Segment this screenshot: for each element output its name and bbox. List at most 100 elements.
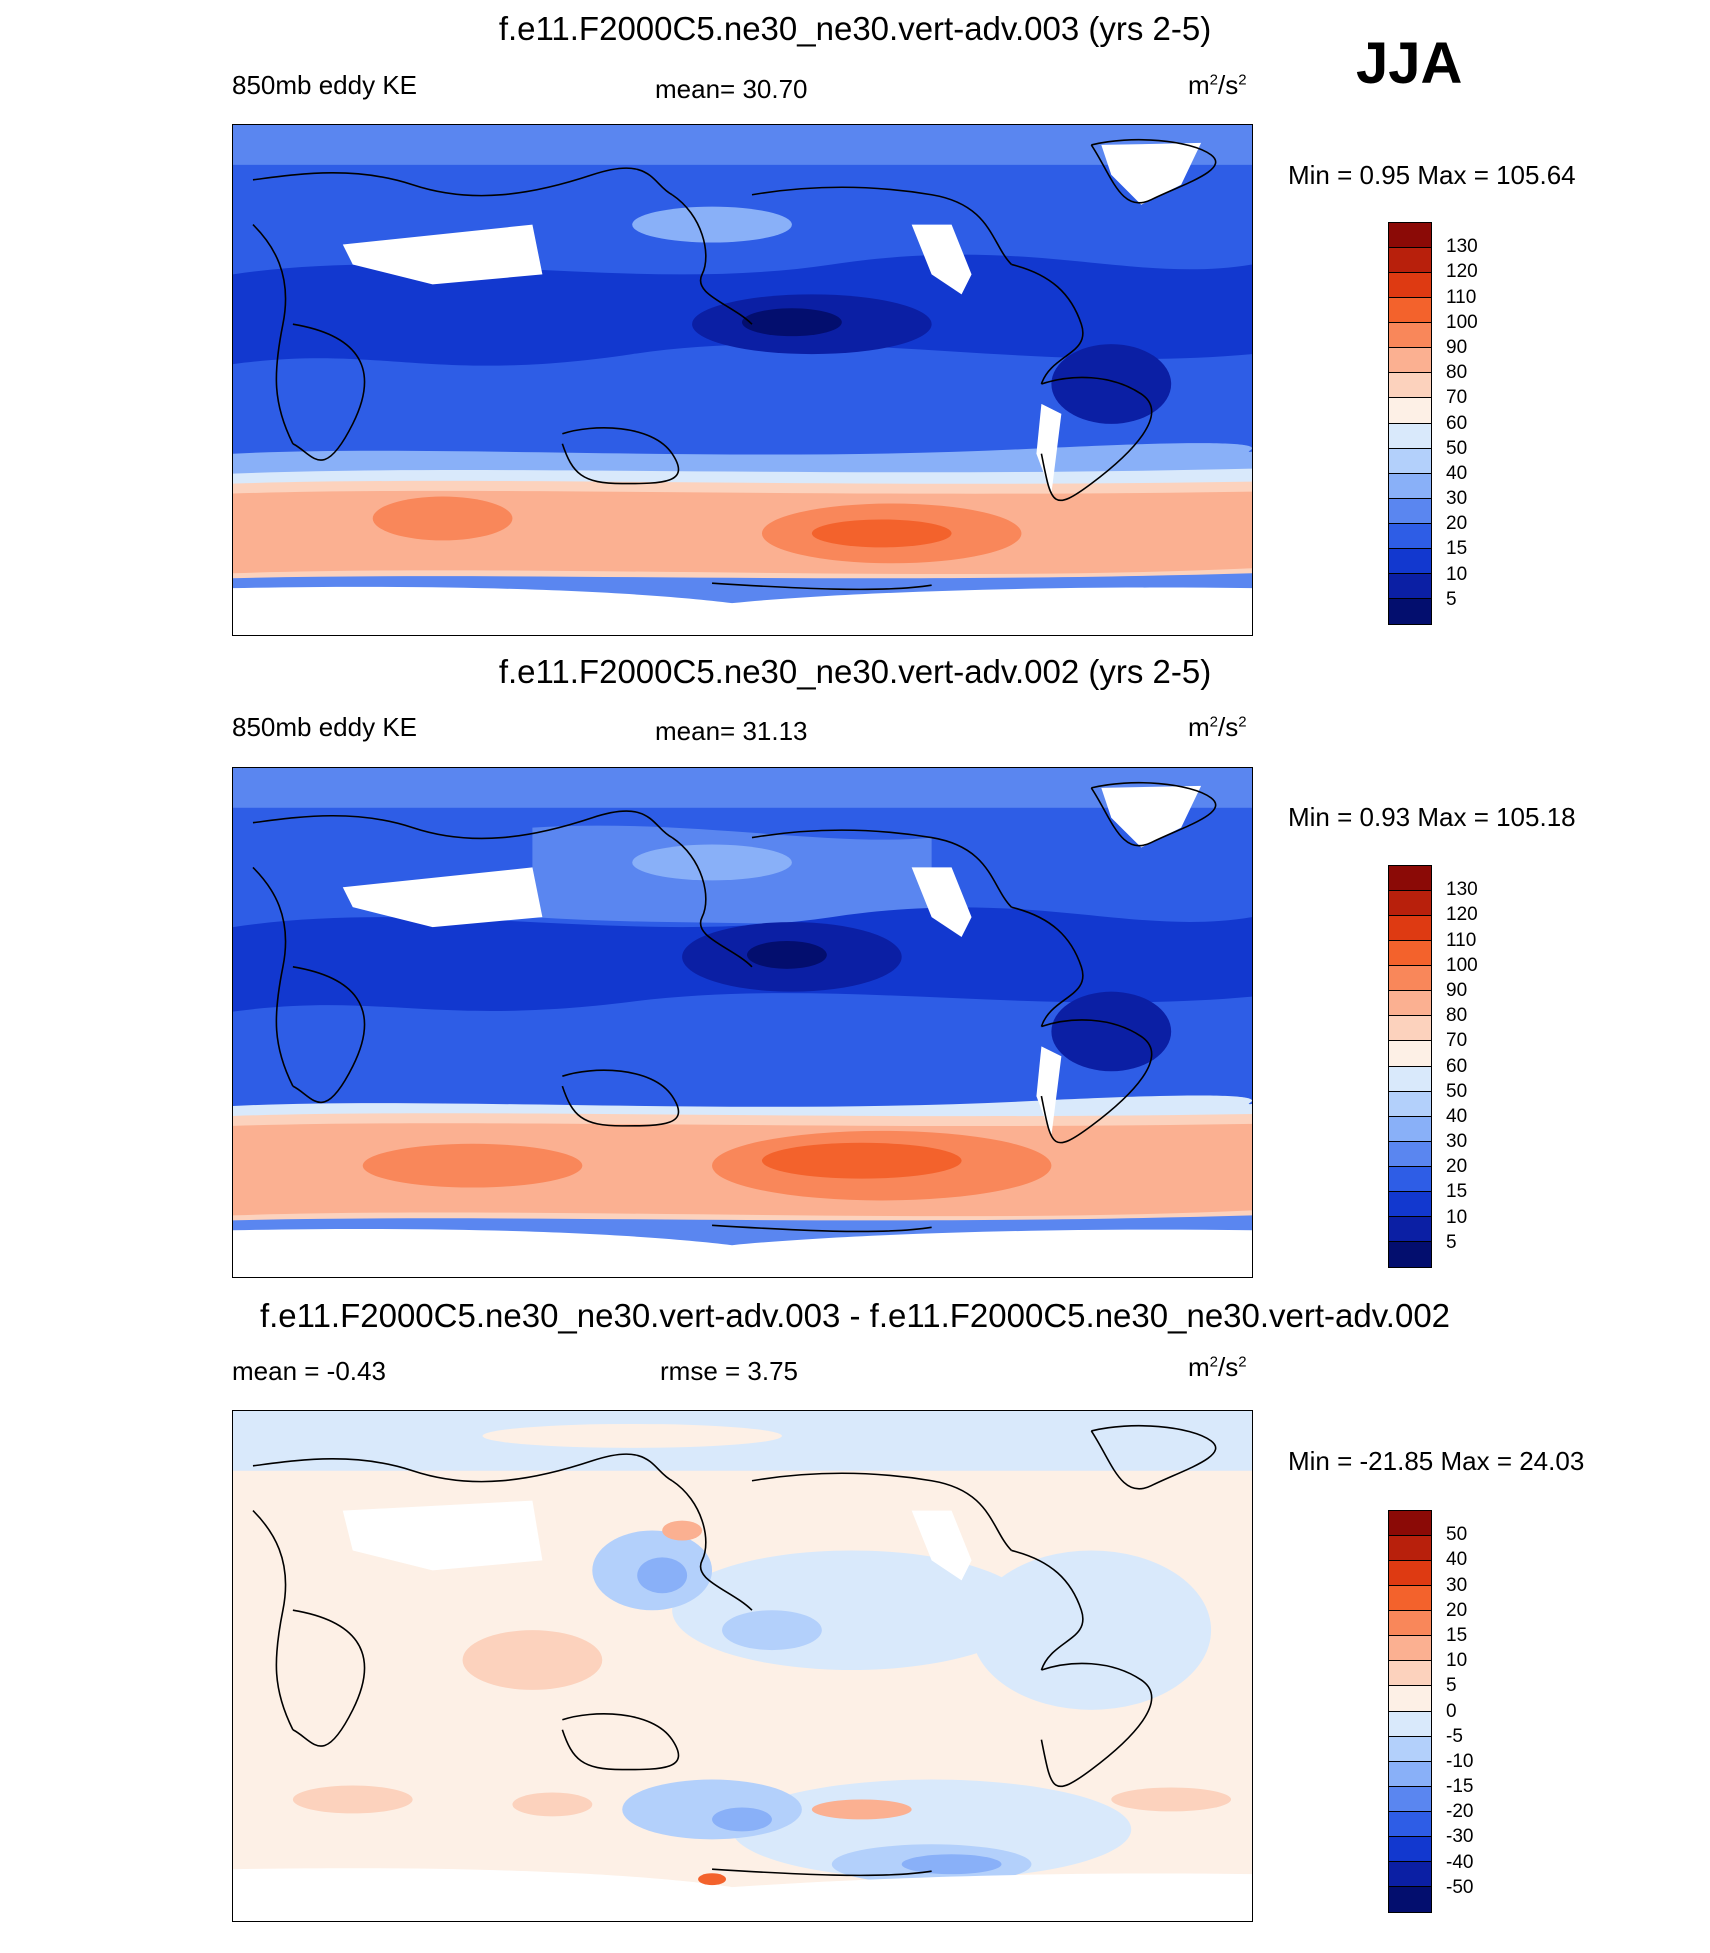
units-label: m2/s2 xyxy=(1188,1352,1247,1382)
colorbar-tick-label: -20 xyxy=(1446,1801,1474,1823)
colorbar-tick-label: 90 xyxy=(1446,336,1468,358)
colorbar-segment xyxy=(1389,1736,1431,1762)
colorbar-segment xyxy=(1389,941,1431,967)
colorbar-tick-label: 60 xyxy=(1446,412,1468,434)
left-label: 850mb eddy KE xyxy=(232,712,418,742)
colorbar-segment xyxy=(1389,1016,1431,1042)
colorbar-segment xyxy=(1389,1786,1431,1812)
colorbar-tick-label: 120 xyxy=(1446,261,1478,283)
ke-field-map xyxy=(233,768,1252,1277)
minmax-label: Min = 0.95 Max = 105.64 xyxy=(1288,160,1576,190)
colorbar-segment xyxy=(1389,398,1431,424)
colorbar-tick-label: 15 xyxy=(1446,538,1468,560)
minmax-label: Min = -21.85 Max = 24.03 xyxy=(1288,1446,1585,1476)
map-plot xyxy=(232,1410,1253,1922)
colorbar-tick-label: -40 xyxy=(1446,1851,1474,1873)
season-label: JJA xyxy=(1356,31,1463,96)
colorbar-tick-label: 10 xyxy=(1446,1206,1468,1228)
colorbar xyxy=(1388,222,1432,625)
panel-title: f.e11.F2000C5.ne30_ne30.vert-adv.003 - f… xyxy=(259,1297,1451,1334)
colorbar-segment xyxy=(1389,1191,1431,1217)
colorbar-segment xyxy=(1389,323,1431,349)
colorbar-segment xyxy=(1389,1141,1431,1167)
colorbar-segment xyxy=(1389,1886,1431,1912)
colorbar-segment xyxy=(1389,1066,1431,1092)
colorbar-segment xyxy=(1389,523,1431,549)
colorbar-tick-label: 15 xyxy=(1446,1181,1468,1203)
colorbar-tick-label: 30 xyxy=(1446,1574,1468,1596)
colorbar-tick-label: 70 xyxy=(1446,1030,1468,1052)
colorbar-tick-label: 50 xyxy=(1446,1080,1468,1102)
colorbar-segment xyxy=(1389,1711,1431,1737)
colorbar-tick-label: 120 xyxy=(1446,904,1478,926)
panel-title: f.e11.F2000C5.ne30_ne30.vert-adv.002 (yr… xyxy=(498,653,1212,690)
colorbar-tick-label: -15 xyxy=(1446,1776,1474,1798)
colorbar-tick-label: 0 xyxy=(1446,1700,1457,1722)
colorbar-tick-label: 40 xyxy=(1446,462,1468,484)
colorbar-tick-label: 40 xyxy=(1446,1549,1468,1571)
colorbar-tick-label: 70 xyxy=(1446,387,1468,409)
colorbar-segment xyxy=(1389,448,1431,474)
colorbar-segment xyxy=(1389,866,1431,892)
colorbar-segment xyxy=(1389,298,1431,324)
colorbar-segment xyxy=(1389,1611,1431,1637)
colorbar-tick-label: 60 xyxy=(1446,1055,1468,1077)
colorbar-tick-label: 30 xyxy=(1446,1131,1468,1153)
units-label: m2/s2 xyxy=(1188,712,1247,742)
colorbar-segment xyxy=(1389,1216,1431,1242)
colorbar-tick-label: 40 xyxy=(1446,1105,1468,1127)
colorbar xyxy=(1388,865,1432,1268)
colorbar-tick-label: -30 xyxy=(1446,1826,1474,1848)
difference-field-map xyxy=(233,1411,1252,1921)
colorbar-segment xyxy=(1389,1661,1431,1687)
colorbar-tick-label: 50 xyxy=(1446,1524,1468,1546)
colorbar-segment xyxy=(1389,1811,1431,1837)
mean-label: mean= 30.70 xyxy=(655,74,808,104)
colorbar-tick-label: 130 xyxy=(1446,236,1478,258)
colorbar-tick-label: -5 xyxy=(1446,1725,1463,1747)
colorbar-tick-label: 80 xyxy=(1446,362,1468,384)
units-label: m2/s2 xyxy=(1188,70,1247,100)
colorbar-segment xyxy=(1389,1536,1431,1562)
colorbar-tick-label: -50 xyxy=(1446,1876,1474,1898)
colorbar-segment xyxy=(1389,991,1431,1017)
colorbar-tick-label: 130 xyxy=(1446,879,1478,901)
colorbar-tick-label: 100 xyxy=(1446,311,1478,333)
colorbar-tick-label: 80 xyxy=(1446,1005,1468,1027)
colorbar-segment xyxy=(1389,1041,1431,1067)
colorbar-segment xyxy=(1389,348,1431,374)
colorbar-segment xyxy=(1389,473,1431,499)
colorbar-segment xyxy=(1389,598,1431,624)
colorbar-tick-label: 10 xyxy=(1446,1650,1468,1672)
colorbar-segment xyxy=(1389,916,1431,942)
colorbar-segment xyxy=(1389,891,1431,917)
colorbar-segment xyxy=(1389,1241,1431,1267)
mean-label: mean= 31.13 xyxy=(655,716,808,746)
colorbar-segment xyxy=(1389,1686,1431,1712)
colorbar-tick-label: 110 xyxy=(1446,929,1477,951)
colorbar-segment xyxy=(1389,498,1431,524)
colorbar-segment xyxy=(1389,1836,1431,1862)
colorbar-segment xyxy=(1389,1116,1431,1142)
colorbar-tick-label: 90 xyxy=(1446,979,1468,1001)
colorbar-segment xyxy=(1389,1561,1431,1587)
panel-title: f.e11.F2000C5.ne30_ne30.vert-adv.003 (yr… xyxy=(498,10,1212,47)
colorbar-segment xyxy=(1389,423,1431,449)
colorbar-tick-label: -10 xyxy=(1446,1750,1474,1772)
mean-label: mean = -0.43 xyxy=(232,1356,386,1386)
colorbar-segment xyxy=(1389,273,1431,299)
colorbar-segment xyxy=(1389,1091,1431,1117)
colorbar-segment xyxy=(1389,223,1431,249)
map-plot xyxy=(232,124,1253,636)
colorbar-tick-label: 30 xyxy=(1446,488,1468,510)
colorbar-segment xyxy=(1389,1166,1431,1192)
colorbar-segment xyxy=(1389,1586,1431,1612)
colorbar-tick-label: 20 xyxy=(1446,513,1468,535)
colorbar-segment xyxy=(1389,1761,1431,1787)
colorbar-segment xyxy=(1389,1636,1431,1662)
colorbar-segment xyxy=(1389,248,1431,274)
colorbar-tick-label: 100 xyxy=(1446,954,1478,976)
colorbar-tick-label: 20 xyxy=(1446,1156,1468,1178)
colorbar-segment xyxy=(1389,548,1431,574)
colorbar-tick-label: 5 xyxy=(1446,588,1457,610)
